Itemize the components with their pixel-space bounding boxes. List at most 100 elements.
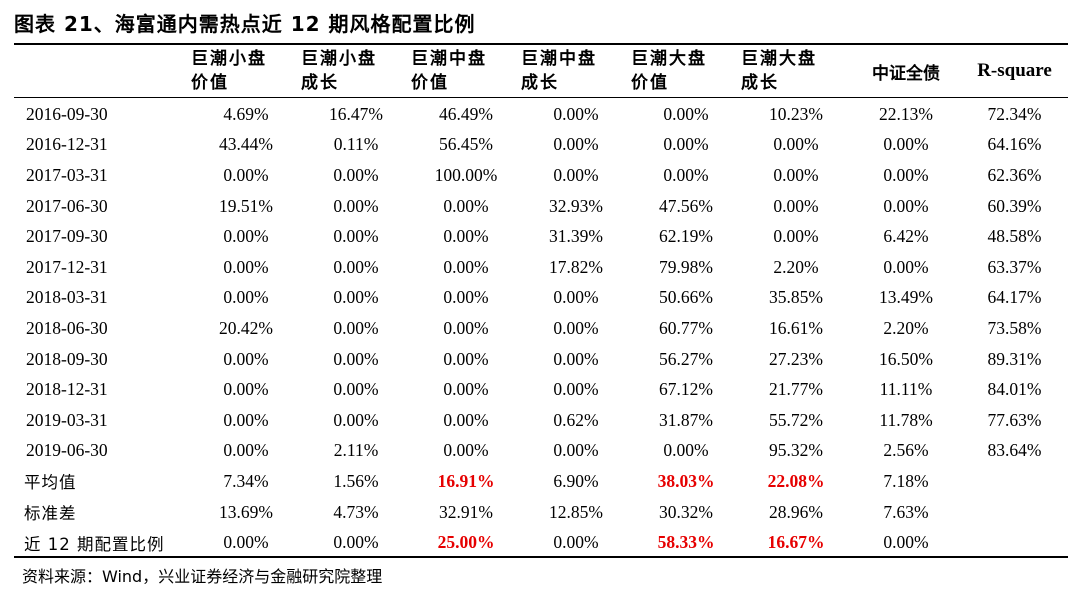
table-cell: 0.00% — [223, 348, 269, 369]
table-cell: 84.01% — [987, 379, 1042, 400]
summary-cell: 4.73% — [333, 501, 379, 522]
summary-cell: 6.90% — [553, 470, 599, 491]
table-cell: 100.00% — [434, 164, 498, 185]
style-allocation-table: 巨潮小盘 价值 巨潮小盘 成长 巨潮中盘 价值 巨潮中盘 成长 巨潮大盘 价值 巨潮大盘成… — [14, 45, 1068, 558]
summary-cell: 32.91% — [439, 501, 493, 522]
table-cell: 46.49% — [439, 103, 493, 124]
summary-cell: 7.63% — [883, 501, 929, 522]
summary-cell — [961, 527, 1068, 558]
table-row: 2018-12-31 0.00% 0.00% 0.00% 0.00% 67.12% 21.7… — [14, 374, 1068, 405]
row-date: 2019-06-30 — [26, 440, 108, 461]
table-cell: 95.32% — [769, 440, 823, 461]
table-cell: 0.00% — [443, 440, 489, 461]
table-top-rule — [14, 43, 1068, 45]
table-cell: 0.00% — [883, 256, 929, 277]
table-cell: 0.00% — [663, 440, 709, 461]
table-row: 2018-09-30 0.00% 0.00% 0.00% 0.00% 56.27% 27.2… — [14, 344, 1068, 375]
table-cell: 17.82% — [549, 256, 603, 277]
col-header-mid-value: 巨潮中盘 价值 — [411, 49, 487, 93]
table-cell: 0.00% — [223, 440, 269, 461]
table-cell: 0.00% — [663, 134, 709, 155]
row-date: 2016-12-31 — [26, 134, 108, 155]
table-header-rule — [14, 97, 1068, 98]
table-cell: 0.00% — [443, 409, 489, 430]
table-cell: 31.87% — [659, 409, 713, 430]
table-cell: 0.00% — [223, 287, 269, 308]
table-cell: 0.00% — [223, 409, 269, 430]
table-cell: 62.19% — [659, 226, 713, 247]
row-date: 2018-09-30 — [26, 348, 108, 369]
table-cell: 56.27% — [659, 348, 713, 369]
summary-cell: 12.85% — [549, 501, 603, 522]
summary-cell — [961, 466, 1068, 497]
figure-title: 图表 21、海富通内需热点近 12 期风格配置比例 — [14, 12, 476, 36]
table-cell: 27.23% — [769, 348, 823, 369]
table-cell: 47.56% — [659, 195, 713, 216]
table-cell: 10.23% — [769, 103, 823, 124]
summary-cell: 7.34% — [223, 470, 269, 491]
summary-row: 平均值 7.34% 1.56% 16.91% 6.90% 38.03% 22.08% 7.18… — [14, 466, 1068, 497]
table-cell: 2.20% — [773, 256, 819, 277]
table-cell: 0.00% — [773, 164, 819, 185]
table-cell: 0.00% — [443, 195, 489, 216]
table-cell: 0.00% — [553, 348, 599, 369]
summary-cell: 16.91% — [437, 470, 495, 491]
table-row: 2016-12-31 43.44% 0.11% 56.45% 0.00% 0.00% 0.0… — [14, 130, 1068, 161]
table-cell: 0.00% — [553, 164, 599, 185]
row-date: 2016-09-30 — [26, 103, 108, 124]
table-cell: 63.37% — [987, 256, 1042, 277]
table-bottom-rule — [14, 556, 1068, 558]
table-cell: 0.00% — [553, 440, 599, 461]
table-cell: 64.17% — [987, 287, 1042, 308]
table-cell: 0.00% — [553, 103, 599, 124]
table-cell: 0.00% — [333, 409, 379, 430]
table-cell: 0.00% — [883, 134, 929, 155]
summary-cell — [961, 497, 1068, 528]
table-row: 2019-03-31 0.00% 0.00% 0.00% 0.62% 31.87% 55.7… — [14, 405, 1068, 436]
table-cell: 0.00% — [223, 164, 269, 185]
table-cell: 0.00% — [333, 379, 379, 400]
table-cell: 35.85% — [769, 287, 823, 308]
row-date: 2019-03-31 — [26, 409, 108, 430]
table-cell: 0.11% — [333, 134, 379, 155]
table-row: 2017-03-31 0.00% 0.00% 100.00% 0.00% 0.00% 0.0… — [14, 160, 1068, 191]
table-cell: 0.00% — [773, 134, 819, 155]
table-cell: 0.00% — [663, 164, 709, 185]
table-cell: 13.49% — [879, 287, 933, 308]
row-date: 2017-09-30 — [26, 226, 108, 247]
row-date: 2018-06-30 — [26, 317, 108, 338]
table-cell: 0.00% — [553, 317, 599, 338]
table-cell: 0.00% — [883, 164, 929, 185]
header-row: 巨潮小盘 价值 巨潮小盘 成长 巨潮中盘 价值 巨潮中盘 成长 巨潮大盘 价值 巨潮大盘成… — [14, 45, 1068, 97]
table-cell: 0.00% — [333, 317, 379, 338]
table-cell: 16.47% — [329, 103, 383, 124]
table-cell: 0.00% — [663, 103, 709, 124]
table-cell: 0.00% — [553, 287, 599, 308]
table-cell: 11.11% — [879, 379, 933, 400]
table-cell: 60.39% — [987, 195, 1042, 216]
table-cell: 16.50% — [879, 348, 933, 369]
table-cell: 0.62% — [553, 409, 599, 430]
row-date: 2018-12-31 — [26, 379, 108, 400]
summary-cell: 0.00% — [883, 532, 929, 553]
row-date: 2017-12-31 — [26, 256, 108, 277]
table-cell: 77.63% — [987, 409, 1042, 430]
table-cell: 0.00% — [443, 317, 489, 338]
summary-row: 标准差 13.69% 4.73% 32.91% 12.85% 30.32% 28.96% 7.… — [14, 497, 1068, 528]
table-cell: 0.00% — [443, 379, 489, 400]
table-cell: 60.77% — [659, 317, 713, 338]
table-row: 2017-06-30 19.51% 0.00% 0.00% 32.93% 47.56% 0.… — [14, 191, 1068, 222]
table-row: 2017-12-31 0.00% 0.00% 0.00% 17.82% 79.98% 2.2… — [14, 252, 1068, 283]
row-date: 2018-03-31 — [26, 287, 108, 308]
table-cell: 0.00% — [333, 256, 379, 277]
table-cell: 2.11% — [333, 440, 379, 461]
table-row: 2017-09-30 0.00% 0.00% 0.00% 31.39% 62.19% 0.0… — [14, 221, 1068, 252]
table-cell: 0.00% — [333, 195, 379, 216]
table-cell: 72.34% — [987, 103, 1042, 124]
table-cell: 0.00% — [773, 195, 819, 216]
col-header-mid-growth: 巨潮中盘 成长 — [521, 49, 597, 93]
table-cell: 48.58% — [987, 226, 1042, 247]
table-cell: 83.64% — [987, 440, 1042, 461]
table-cell: 0.00% — [773, 226, 819, 247]
summary-cell: 0.00% — [223, 532, 269, 553]
